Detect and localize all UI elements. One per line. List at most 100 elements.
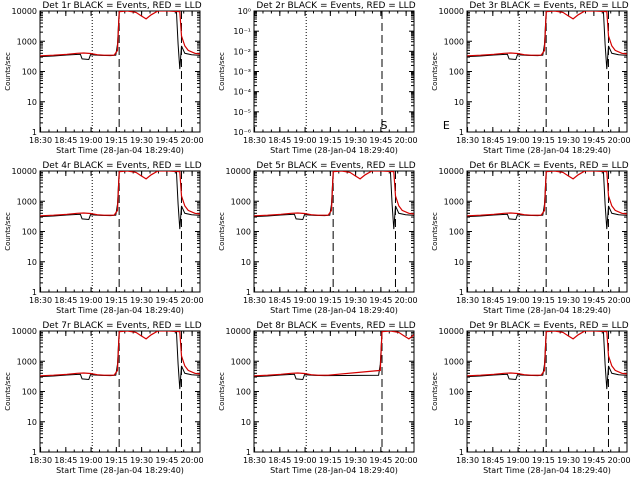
chart-title: Det 5r BLACK = Events, RED = LLD xyxy=(256,161,415,171)
y-tick-label: 1000 xyxy=(231,357,251,366)
x-tick-label: 18:30 xyxy=(456,136,479,145)
y-tick-label: 100 xyxy=(22,388,37,397)
x-tick-label: 18:45 xyxy=(268,136,291,145)
y-tick-label: 1 xyxy=(32,128,37,137)
y-tick-label: 10000 xyxy=(226,167,251,176)
x-tick-label: 19:00 xyxy=(294,136,317,145)
x-tick-label: 20:00 xyxy=(608,136,631,145)
y-axis-label: Counts/sec xyxy=(431,212,439,251)
y-axis-label: Counts/sec xyxy=(218,52,226,91)
x-tick-label: 19:15 xyxy=(532,456,555,465)
y-tick-label: 10000 xyxy=(439,167,464,176)
x-tick-label: 19:30 xyxy=(130,296,153,305)
x-tick-label: 20:00 xyxy=(181,296,204,305)
x-tick-label: 19:00 xyxy=(507,456,530,465)
x-tick-label: 19:30 xyxy=(557,456,580,465)
x-tick-label: 18:30 xyxy=(29,136,52,145)
plot-frame xyxy=(253,170,415,293)
events-series-line xyxy=(40,331,200,390)
y-tick-label: 100 xyxy=(449,68,464,77)
y-tick-label: 1000 xyxy=(231,197,251,206)
y-tick-label: 10000 xyxy=(12,7,37,16)
y-tick-label: 10 xyxy=(454,258,464,267)
y-tick-label: 100 xyxy=(22,68,37,77)
y-tick-label: 10000 xyxy=(439,7,464,16)
x-tick-label: 19:45 xyxy=(155,296,178,305)
chart-panel-4: Det 4r BLACK = Events, RED = LLD 1 10 100 10… xyxy=(4,161,204,315)
x-axis-label: Start Time (28-Jan-04 18:29:40) xyxy=(270,466,398,475)
y-tick-label: 1 xyxy=(246,448,251,457)
x-tick-label: 19:30 xyxy=(130,136,153,145)
x-tick-label: 20:00 xyxy=(395,456,418,465)
x-tick-label: 19:30 xyxy=(557,136,580,145)
x-tick-label: 19:45 xyxy=(155,136,178,145)
chart-panel-2: Det 2r BLACK = Events, RED = LLD 10⁻⁶ 10⁻⁵… xyxy=(218,1,450,155)
plot-frame xyxy=(39,330,201,453)
x-tick-label: 19:45 xyxy=(582,136,605,145)
x-tick-label: 19:45 xyxy=(155,456,178,465)
chart-panel-6: Det 6r BLACK = Events, RED = LLD 1 10 100 10… xyxy=(431,161,631,315)
y-tick-label: 100 xyxy=(22,228,37,237)
x-tick-label: 19:00 xyxy=(294,296,317,305)
chart-title: Det 2r BLACK = Events, RED = LLD xyxy=(256,1,415,11)
x-tick-label: 20:00 xyxy=(395,296,418,305)
y-tick-label: 10 xyxy=(27,258,37,267)
y-tick-label: 1000 xyxy=(444,357,464,366)
x-tick-label: 19:30 xyxy=(344,136,367,145)
y-axis-label: Counts/sec xyxy=(218,212,226,251)
x-axis-label: Start Time (28-Jan-04 18:29:40) xyxy=(483,146,611,155)
y-axis-label: Counts/sec xyxy=(218,372,226,411)
x-tick-label: 18:30 xyxy=(456,456,479,465)
y-tick-label: 10 xyxy=(241,418,251,427)
x-tick-label: 18:45 xyxy=(54,296,77,305)
x-tick-label: 18:45 xyxy=(481,456,504,465)
x-tick-label: 19:15 xyxy=(532,136,555,145)
x-tick-label: 19:00 xyxy=(507,136,530,145)
chart-panel-9: Det 9r BLACK = Events, RED = LLD 1 10 100 10… xyxy=(431,321,631,475)
lld-series-line xyxy=(467,11,627,57)
y-tick-label: 1 xyxy=(459,288,464,297)
y-tick-label: 100 xyxy=(449,388,464,397)
y-tick-label: 10 xyxy=(454,418,464,427)
y-tick-label: 10 xyxy=(241,258,251,267)
events-series-line xyxy=(467,171,627,230)
x-tick-label: 18:45 xyxy=(481,296,504,305)
chart-title: Det 1r BLACK = Events, RED = LLD xyxy=(42,1,201,11)
y-tick-label: 1000 xyxy=(17,357,37,366)
y-axis-label: Counts/sec xyxy=(431,52,439,91)
x-tick-label: 18:30 xyxy=(29,456,52,465)
x-tick-label: 18:30 xyxy=(243,456,266,465)
x-tick-label: 19:15 xyxy=(319,136,342,145)
events-series-line xyxy=(467,11,627,70)
chart-panel-8: Det 8r BLACK = Events, RED = LLD 1 10 100 10… xyxy=(218,321,418,475)
chart-title: Det 9r BLACK = Events, RED = LLD xyxy=(469,321,628,331)
x-axis-label: Start Time (28-Jan-04 18:29:40) xyxy=(56,466,184,475)
x-tick-label: 20:00 xyxy=(608,296,631,305)
plot-frame xyxy=(39,170,201,293)
lld-series-line xyxy=(467,171,627,217)
x-tick-label: 18:45 xyxy=(54,456,77,465)
y-tick-label: 100 xyxy=(236,388,251,397)
marker-letter: E xyxy=(443,119,450,132)
x-tick-label: 19:15 xyxy=(319,456,342,465)
chart-panel-7: Det 7r BLACK = Events, RED = LLD 1 10 100 10… xyxy=(4,321,204,475)
plot-frame xyxy=(253,330,415,453)
events-series-line xyxy=(467,331,627,390)
x-axis-label: Start Time (28-Jan-04 18:29:40) xyxy=(270,146,398,155)
x-tick-label: 20:00 xyxy=(395,136,418,145)
x-tick-label: 19:45 xyxy=(369,136,392,145)
lld-series-line xyxy=(40,171,200,217)
y-axis-label: Counts/sec xyxy=(431,372,439,411)
lld-series-line xyxy=(254,331,414,377)
x-tick-label: 19:45 xyxy=(369,456,392,465)
chart-panel-5: Det 5r BLACK = Events, RED = LLD 1 10 100 10… xyxy=(218,161,418,315)
chart-title: Det 8r BLACK = Events, RED = LLD xyxy=(256,321,415,331)
plot-frame xyxy=(466,170,628,293)
x-tick-label: 19:45 xyxy=(582,456,605,465)
y-tick-label: 1000 xyxy=(444,37,464,46)
y-tick-label: 10000 xyxy=(439,327,464,336)
x-axis-label: Start Time (28-Jan-04 18:29:40) xyxy=(483,306,611,315)
plot-frame xyxy=(466,330,628,453)
x-tick-label: 19:15 xyxy=(105,296,128,305)
plot-frame xyxy=(466,10,628,133)
